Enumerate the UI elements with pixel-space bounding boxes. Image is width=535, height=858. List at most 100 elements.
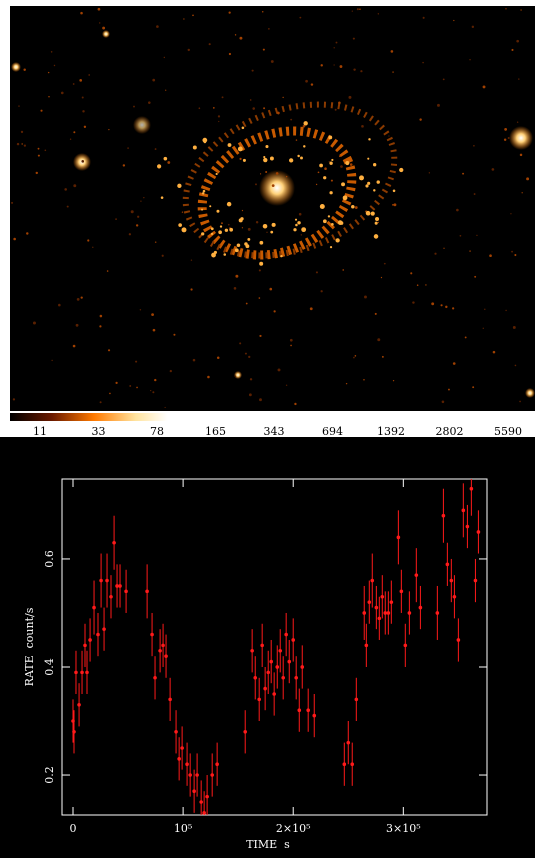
noise-dot: [296, 139, 297, 140]
noise-dot: [259, 297, 261, 299]
arm-knot: [331, 223, 334, 226]
noise-dot: [318, 171, 320, 173]
noise-dot: [431, 302, 434, 305]
noise-dot: [469, 250, 470, 251]
noise-dot: [217, 356, 220, 359]
plot-panel: [0, 437, 535, 858]
x-axis-label: TIME s: [246, 838, 290, 851]
noise-dot: [511, 251, 513, 253]
noise-dot: [299, 213, 302, 216]
noise-dot: [265, 171, 267, 173]
data-point: [199, 800, 203, 804]
noise-dot: [218, 115, 220, 117]
noise-dot: [353, 357, 355, 359]
noise-dot: [26, 232, 28, 234]
arm-knot: [300, 157, 303, 160]
noise-dot: [518, 78, 519, 79]
colorbar-tick-label: 78: [150, 425, 164, 438]
noise-dot: [425, 284, 426, 285]
noise-dot: [340, 65, 343, 68]
noise-dot: [346, 383, 347, 384]
arm-knot: [242, 126, 245, 129]
noise-dot: [260, 173, 261, 174]
noise-dot: [442, 401, 445, 404]
colorbar: [10, 413, 535, 421]
noise-dot: [13, 238, 16, 241]
colorbar-tick-label: 694: [322, 425, 343, 438]
noise-dot: [152, 79, 155, 82]
noise-dot: [517, 122, 518, 123]
data-point: [300, 665, 304, 669]
noise-dot: [316, 271, 318, 273]
noise-dot: [417, 284, 419, 286]
arm-knot: [259, 241, 263, 245]
arm-knot: [220, 225, 222, 227]
colorbar-tick-label: 165: [205, 425, 226, 438]
noise-dot: [246, 303, 248, 305]
data-point: [210, 773, 214, 777]
noise-dot: [443, 78, 445, 80]
noise-dot: [228, 224, 230, 226]
arm-knot: [374, 234, 379, 239]
data-point: [380, 595, 384, 599]
noise-dot: [190, 288, 192, 290]
noise-dot: [245, 353, 247, 355]
data-point: [419, 606, 423, 610]
noise-dot: [378, 13, 379, 14]
arm-knot: [263, 156, 265, 158]
arm-knot: [323, 176, 326, 179]
noise-dot: [453, 362, 456, 365]
noise-dot: [242, 210, 243, 211]
noise-dot: [61, 92, 64, 95]
noise-dot: [357, 8, 359, 10]
data-point: [80, 671, 84, 675]
arm-knot: [272, 223, 276, 227]
arm-knot: [211, 253, 216, 258]
noise-dot: [520, 154, 522, 156]
data-point: [453, 595, 457, 599]
noise-dot: [48, 96, 49, 97]
noise-dot: [209, 43, 211, 45]
noise-dot: [472, 26, 474, 28]
data-point: [195, 773, 199, 777]
noise-dot: [311, 83, 313, 85]
noise-dot: [54, 65, 55, 66]
y-tick-label: 0.6: [43, 550, 56, 568]
noise-dot: [269, 288, 272, 291]
noise-dot: [21, 143, 22, 144]
noise-dot: [156, 25, 159, 28]
noise-dot: [277, 112, 280, 115]
x-tick-label: 2×10⁵: [276, 822, 311, 835]
x-tick-label: 0: [70, 822, 77, 835]
noise-dot: [191, 260, 192, 261]
noise-dot: [136, 387, 138, 389]
data-point: [355, 698, 359, 702]
noise-dot: [100, 401, 102, 403]
page: {"chart_data": [ {"type": "image", "colo…: [0, 0, 535, 858]
data-point: [343, 762, 347, 766]
data-point: [446, 563, 450, 567]
arm-knot: [270, 231, 273, 234]
arm-knot: [239, 218, 243, 222]
noise-dot: [108, 349, 110, 351]
noise-dot: [140, 309, 141, 310]
noise-dot: [218, 121, 219, 122]
noise-dot: [249, 393, 252, 396]
data-point: [306, 708, 310, 712]
noise-dot: [393, 380, 394, 381]
noise-dot: [334, 64, 335, 65]
noise-dot: [182, 211, 183, 212]
noise-dot: [473, 145, 475, 147]
noise-dot: [440, 304, 442, 306]
noise-dot: [108, 129, 109, 130]
noise-dot: [519, 401, 521, 403]
noise-dot: [321, 290, 323, 292]
arm-knot: [295, 224, 298, 227]
data-point: [257, 698, 261, 702]
noise-dot: [263, 49, 265, 51]
noise-dot: [391, 50, 394, 53]
arm-knot: [203, 190, 206, 193]
noise-dot: [448, 389, 450, 391]
data-point: [74, 671, 78, 675]
noise-dot: [465, 336, 467, 338]
